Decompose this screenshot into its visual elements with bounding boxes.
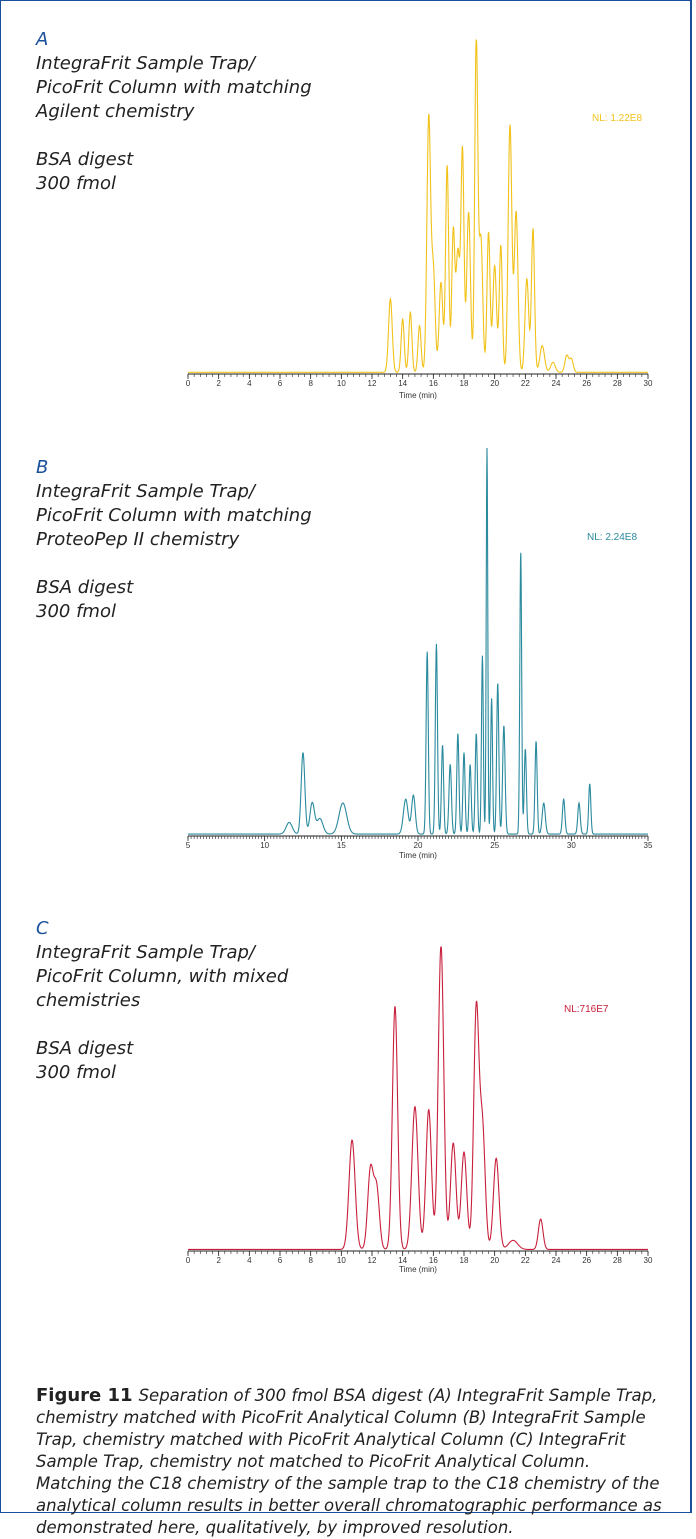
x-tick-label: 8 [308, 379, 313, 388]
x-tick-label: 24 [552, 1256, 561, 1265]
x-tick-label: 12 [368, 379, 377, 388]
x-tick-label: 8 [308, 1256, 313, 1265]
x-tick-label: 14 [398, 1256, 407, 1265]
x-tick-label: 10 [337, 1256, 346, 1265]
x-tick-label: 5 [186, 841, 191, 850]
chromatogram-trace [188, 448, 648, 834]
x-tick-label: 30 [644, 379, 653, 388]
x-tick-label: 6 [278, 379, 283, 388]
chromatogram-trace [188, 40, 648, 372]
x-tick-label: 20 [490, 1256, 499, 1265]
panel-a: A IntegraFrit Sample Trap/ PicoFrit Colu… [0, 0, 696, 440]
x-axis-title: Time (min) [399, 851, 437, 860]
caption-text: Separation of 300 fmol BSA digest (A) In… [36, 1386, 662, 1537]
x-tick-label: 12 [368, 1256, 377, 1265]
x-tick-label: 0 [186, 379, 191, 388]
x-tick-label: 16 [429, 379, 438, 388]
normalization-level-label: NL: 2.24E8 [587, 532, 637, 543]
x-axis-title: Time (min) [399, 391, 437, 400]
x-tick-label: 4 [247, 1256, 252, 1265]
x-tick-label: 14 [398, 379, 407, 388]
x-tick-label: 18 [460, 379, 469, 388]
x-tick-label: 16 [429, 1256, 438, 1265]
x-tick-label: 15 [337, 841, 346, 850]
x-tick-label: 26 [582, 379, 591, 388]
panel-c: C IntegraFrit Sample Trap/ PicoFrit Colu… [0, 905, 696, 1375]
x-tick-label: 30 [644, 1256, 653, 1265]
x-tick-label: 30 [567, 841, 576, 850]
x-tick-label: 28 [613, 379, 622, 388]
chromatogram-trace [188, 947, 648, 1249]
panel-b: B IntegraFrit Sample Trap/ PicoFrit Colu… [0, 440, 696, 905]
x-tick-label: 6 [278, 1256, 283, 1265]
x-tick-label: 22 [521, 1256, 530, 1265]
x-tick-label: 0 [186, 1256, 191, 1265]
x-tick-label: 22 [521, 379, 530, 388]
chromatogram-b: 5 10 15 20 25 30 35 Time (min) NL: 2.24E8 [0, 440, 696, 905]
x-tick-label: 28 [613, 1256, 622, 1265]
normalization-level-label: NL:716E7 [564, 1004, 609, 1015]
x-tick-label: 4 [247, 379, 252, 388]
normalization-level-label: NL: 1.22E8 [592, 113, 642, 124]
x-tick-label: 24 [552, 379, 561, 388]
x-tick-label: 2 [216, 1256, 221, 1265]
x-tick-label: 25 [490, 841, 499, 850]
x-tick-label: 18 [460, 1256, 469, 1265]
caption-label: Figure 11 [36, 1385, 133, 1406]
x-tick-label: 35 [644, 841, 653, 850]
x-tick-label: 26 [582, 1256, 591, 1265]
x-tick-label: 2 [216, 379, 221, 388]
x-axis-title: Time (min) [399, 1265, 437, 1274]
x-tick-label: 10 [260, 841, 269, 850]
x-tick-label: 20 [490, 379, 499, 388]
x-tick-label: 20 [414, 841, 423, 850]
x-tick-label: 10 [337, 379, 346, 388]
